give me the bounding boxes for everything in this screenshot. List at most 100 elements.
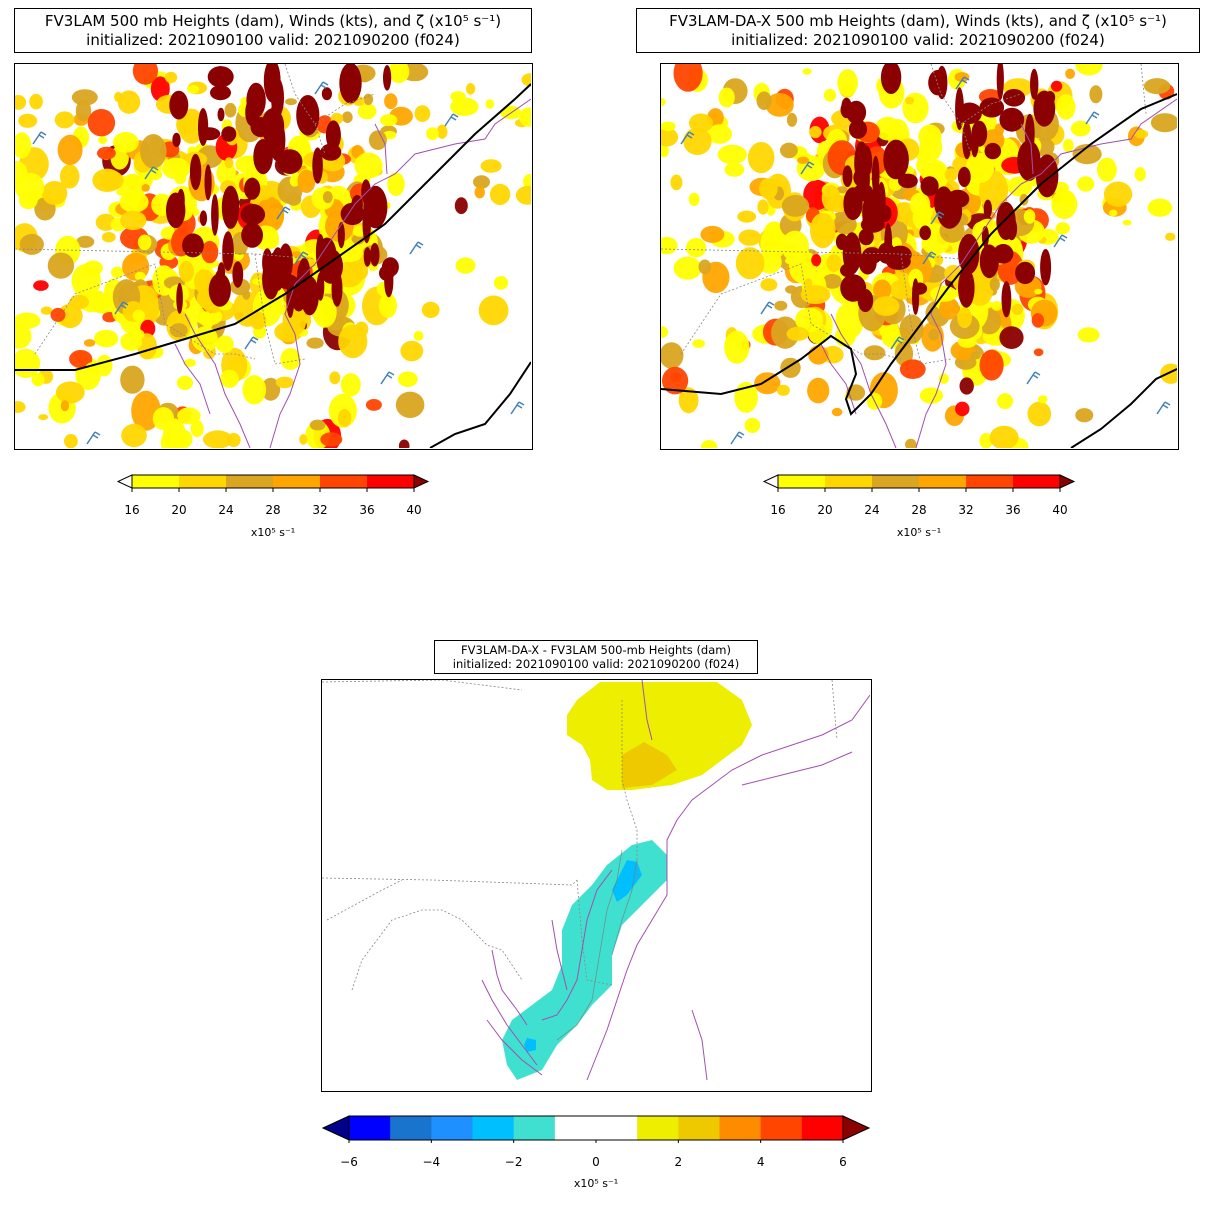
vorticity-patch xyxy=(834,326,856,347)
vorticity-patch xyxy=(489,183,511,205)
vorticity-patch xyxy=(117,90,141,114)
wind-barb xyxy=(680,131,695,145)
vorticity-patch xyxy=(354,152,383,179)
vorticity-patch xyxy=(112,131,139,153)
vorticity-core xyxy=(189,153,202,191)
vorticity-patch xyxy=(54,111,75,129)
vorticity-core xyxy=(379,265,395,281)
vorticity-core xyxy=(270,247,286,291)
vorticity-core xyxy=(217,107,225,122)
vorticity-patch xyxy=(176,375,193,390)
vorticity-patch xyxy=(110,266,124,279)
vorticity-core xyxy=(1017,140,1041,182)
vorticity-patch xyxy=(286,192,302,206)
colorbar-segment xyxy=(367,475,415,488)
vorticity-core xyxy=(241,222,263,248)
colorbar-under-extension xyxy=(762,474,779,489)
vorticity-patch xyxy=(465,83,476,95)
panel2-map-svg xyxy=(661,64,1177,448)
vorticity-patch xyxy=(521,73,531,87)
vorticity-patch xyxy=(944,168,958,182)
vorticity-patch xyxy=(261,377,281,401)
vorticity-patch xyxy=(99,170,124,191)
vorticity-core xyxy=(246,82,266,118)
vorticity-patch xyxy=(1034,288,1043,295)
vorticity-patch xyxy=(918,124,942,149)
vorticity-patch xyxy=(807,377,830,404)
vorticity-patch xyxy=(387,172,405,196)
vorticity-patch xyxy=(413,330,424,341)
vorticity-core xyxy=(1045,91,1056,104)
colorbar-segment xyxy=(513,1116,556,1140)
vorticity-patch xyxy=(718,87,735,108)
vorticity-patch xyxy=(989,425,1019,448)
vorticity-core xyxy=(182,233,204,258)
vorticity-core xyxy=(351,195,363,215)
vorticity-patch xyxy=(1109,209,1118,217)
vorticity-patch xyxy=(808,323,830,345)
vorticity-patch xyxy=(132,309,145,322)
vorticity-patch xyxy=(661,98,666,107)
vorticity-patch xyxy=(18,191,38,210)
vorticity-patch xyxy=(335,243,363,263)
panel1-title-line2: initialized: 2021090100 valid: 202109020… xyxy=(86,30,460,49)
difference-colorbar-unit: x10⁵ s⁻¹ xyxy=(573,1177,619,1190)
vorticity-patch xyxy=(760,226,786,261)
vorticity-patch xyxy=(979,349,1004,381)
vorticity-patch xyxy=(1143,78,1171,95)
vorticity-patch xyxy=(474,186,485,199)
vorticity-patch xyxy=(57,134,83,165)
vorticity-patch xyxy=(823,88,837,102)
vorticity-patch xyxy=(1051,80,1063,92)
colorbar-tick-label: 32 xyxy=(312,503,328,517)
vorticity-patch xyxy=(919,387,943,404)
vorticity-patch xyxy=(757,199,769,215)
vorticity-core xyxy=(1001,281,1012,318)
wind-barb xyxy=(276,206,291,220)
vorticity-patch xyxy=(160,429,186,448)
vorticity-patch xyxy=(717,144,747,165)
vorticity-patch xyxy=(826,254,842,272)
vorticity-patch xyxy=(353,261,369,280)
wind-barb xyxy=(244,336,259,350)
vorticity-patch xyxy=(340,373,361,397)
vorticity-core xyxy=(339,64,362,104)
vorticity-patch xyxy=(15,401,26,413)
vorticity-patch xyxy=(678,387,699,414)
vorticity-patch xyxy=(190,419,204,438)
vorticity-patch xyxy=(421,301,440,318)
colorbar-tick-label: 24 xyxy=(864,503,880,517)
colorbar-under-extension xyxy=(116,474,133,489)
vorticity-patch xyxy=(280,348,301,370)
vorticity-patch xyxy=(87,109,116,137)
vorticity-core xyxy=(262,248,273,277)
vorticity-patch xyxy=(811,254,822,267)
vorticity-core xyxy=(842,165,853,188)
vorticity-core xyxy=(370,242,380,267)
vorticity-patch xyxy=(120,332,143,351)
vorticity-patch xyxy=(480,159,502,173)
panel1-map-svg xyxy=(15,64,531,448)
vorticity-patch xyxy=(414,105,431,122)
vorticity-core xyxy=(263,64,281,103)
colorbar-segment xyxy=(1013,475,1061,488)
vorticity-patch xyxy=(1075,64,1103,76)
vorticity-patch xyxy=(137,333,157,360)
colorbar-segment xyxy=(273,475,321,488)
vorticity-patch xyxy=(1033,348,1044,357)
vorticity-core xyxy=(317,237,337,272)
wind-barb xyxy=(380,371,395,385)
vorticity-core xyxy=(970,128,979,158)
wind-barb xyxy=(922,251,937,265)
vorticity-core xyxy=(363,185,388,229)
vorticity-core xyxy=(232,261,244,288)
vorticity-patch xyxy=(342,111,353,123)
vorticity-patch xyxy=(378,293,397,318)
vorticity-patch xyxy=(996,393,1014,410)
vorticity-patch xyxy=(724,162,745,177)
colorbar-tick-label: 40 xyxy=(1052,503,1068,517)
colorbar-tick-label: 4 xyxy=(756,1155,765,1169)
vorticity-patch xyxy=(164,71,178,84)
vorticity-core xyxy=(253,139,273,175)
colorbar-segment xyxy=(919,475,967,488)
